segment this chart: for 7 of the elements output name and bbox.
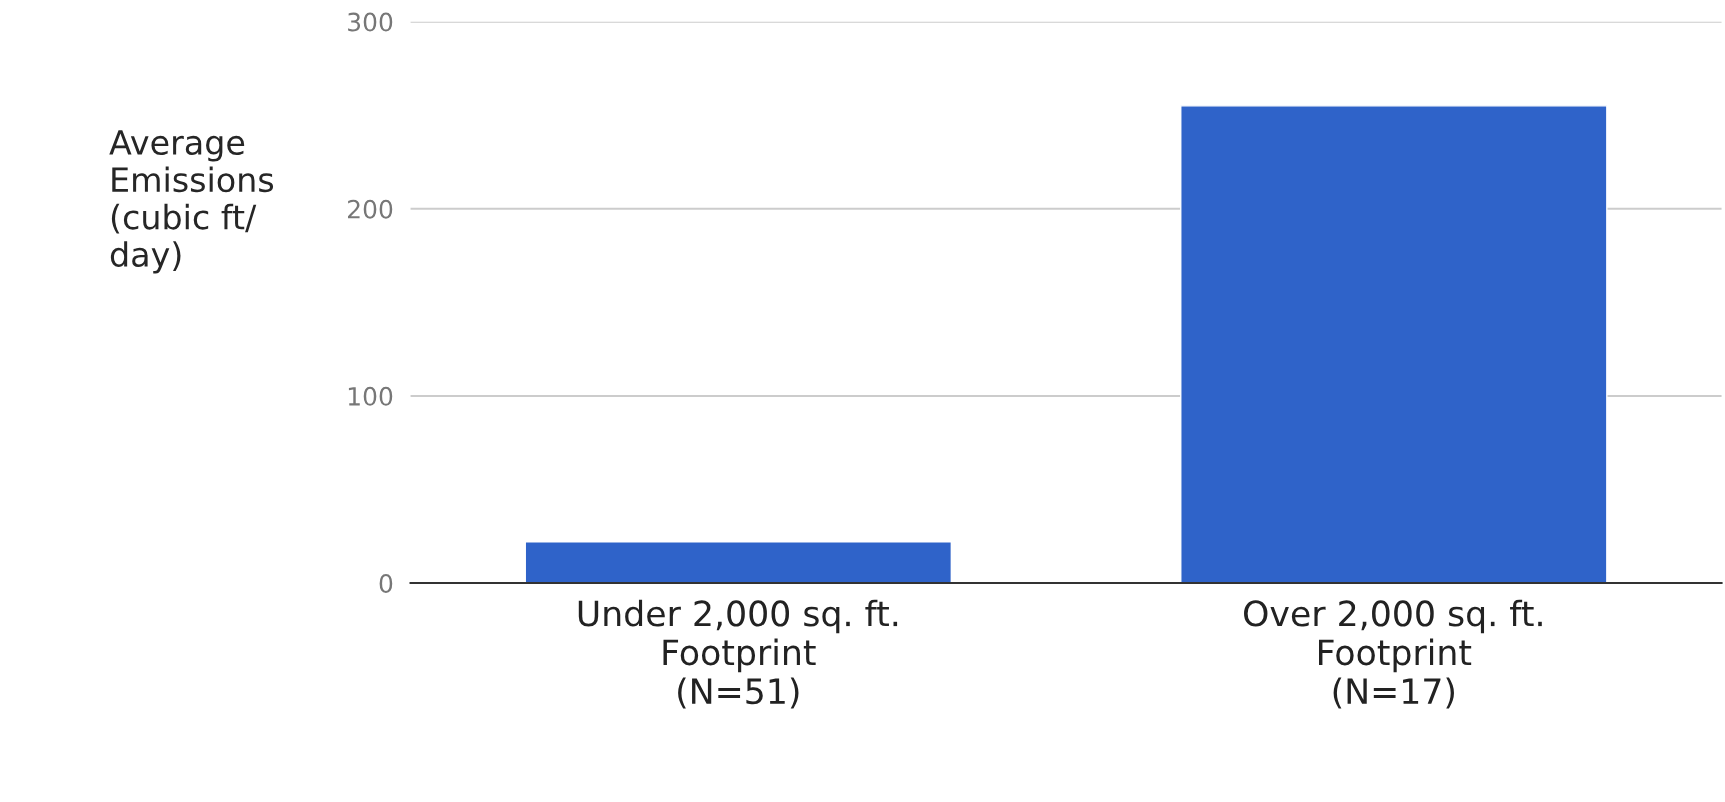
y-tick-label: 200 bbox=[348, 199, 393, 219]
x-tick-label: Over 2,000 sq. ft. Footprint (N=17) bbox=[1244, 599, 1542, 709]
y-tick-label: 100 bbox=[348, 386, 393, 406]
y-axis-title: Average Emissions (cubic ft/ day) bbox=[109, 130, 274, 274]
y-tick-label: 0 bbox=[379, 574, 393, 593]
y-tick-label: 300 bbox=[348, 12, 393, 32]
x-tick-label: Under 2,000 sq. ft. Footprint (N=51) bbox=[578, 599, 898, 709]
